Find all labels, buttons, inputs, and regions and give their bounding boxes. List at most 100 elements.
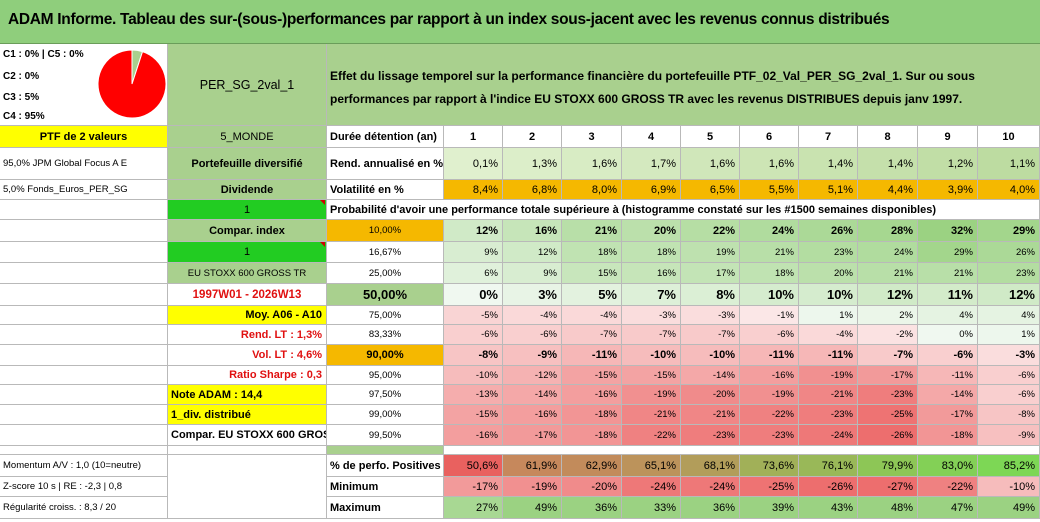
maximum-value: 36% — [562, 497, 622, 519]
spacer-cell — [444, 446, 1040, 455]
probability-value: 23% — [978, 263, 1040, 284]
probability-value: -9% — [978, 425, 1040, 446]
minimum-value: -26% — [799, 477, 858, 497]
pie-legend-line: C4 : 95% — [3, 111, 45, 122]
empty-cell — [0, 366, 168, 385]
probability-value: -10% — [681, 345, 740, 366]
probability-value: 21% — [562, 220, 622, 242]
period-cell: 1997W01 - 2026W13 — [168, 284, 327, 306]
probability-value: -6% — [918, 345, 978, 366]
probability-value: 12% — [503, 242, 562, 263]
probability-value: -26% — [858, 425, 918, 446]
volatility-value: 6,5% — [681, 180, 740, 200]
probability-value: 18% — [622, 242, 681, 263]
maximum-value: 39% — [740, 497, 799, 519]
empty-cell — [0, 345, 168, 366]
probability-value: -21% — [799, 385, 858, 405]
probability-value: 1% — [799, 306, 858, 325]
rend-value: 0,1% — [444, 148, 503, 180]
duration-header: 5 — [681, 126, 740, 148]
probability-value: -8% — [978, 405, 1040, 425]
positives-value: 68,1% — [681, 455, 740, 477]
pie-legend-line: C3 : 5% — [3, 92, 40, 103]
index-count-cell-2: 1 — [168, 242, 327, 263]
probability-caption: Probabilité d'avoir une performance tota… — [327, 200, 1040, 220]
maximum-value: 33% — [622, 497, 681, 519]
minimum-value: -27% — [858, 477, 918, 497]
empty-cell — [0, 200, 168, 220]
pie-slice — [98, 49, 166, 119]
maximum-value: 48% — [858, 497, 918, 519]
probability-value: -16% — [503, 405, 562, 425]
empty-cell — [0, 263, 168, 284]
probability-value: 15% — [562, 263, 622, 284]
rend-value: 1,6% — [562, 148, 622, 180]
comment-marker — [320, 200, 325, 205]
probability-value: 0% — [444, 284, 503, 306]
probability-value: 20% — [799, 263, 858, 284]
probability-value: -19% — [799, 366, 858, 385]
probability-value: 12% — [978, 284, 1040, 306]
probability-value: -16% — [562, 385, 622, 405]
probability-value: 24% — [858, 242, 918, 263]
index-name-cell: EU STOXX 600 GROSS TR — [168, 263, 327, 284]
probability-value: -18% — [918, 425, 978, 446]
probability-value: -3% — [622, 306, 681, 325]
index-count-cell: 1 — [168, 200, 327, 220]
empty-cell — [0, 325, 168, 345]
empty-cell — [0, 242, 168, 263]
duration-header: 4 — [622, 126, 681, 148]
probability-value: -23% — [740, 425, 799, 446]
probability-value: 29% — [978, 220, 1040, 242]
probability-value: -16% — [740, 366, 799, 385]
probability-value: -17% — [918, 405, 978, 425]
duration-header: 10 — [978, 126, 1040, 148]
probability-threshold: 95,00% — [327, 366, 444, 385]
maximum-value: 49% — [978, 497, 1040, 519]
volatility-value: 3,9% — [918, 180, 978, 200]
regularity-cell: Régularité croiss. : 8,3 / 20 — [0, 497, 168, 519]
probability-value: -10% — [622, 345, 681, 366]
probability-value: -6% — [978, 385, 1040, 405]
probability-value: 16% — [622, 263, 681, 284]
portfolio-name-cell: PER_SG_2val_1 — [168, 44, 327, 126]
probability-value: -14% — [503, 385, 562, 405]
probability-value: 20% — [622, 220, 681, 242]
probability-value: 5% — [562, 284, 622, 306]
probability-threshold: 50,00% — [327, 284, 444, 306]
duration-header: 6 — [740, 126, 799, 148]
probability-value: -11% — [918, 366, 978, 385]
empty-cell — [0, 306, 168, 325]
probability-value: 23% — [799, 242, 858, 263]
probability-value: 28% — [858, 220, 918, 242]
rend-value: 1,4% — [858, 148, 918, 180]
probability-value: -4% — [562, 306, 622, 325]
duration-header: 9 — [918, 126, 978, 148]
probability-value: -11% — [562, 345, 622, 366]
probability-value: -14% — [681, 366, 740, 385]
probability-value: 2% — [858, 306, 918, 325]
probability-value: -14% — [918, 385, 978, 405]
portfolio-type-cell: Portefeuille diversifié — [168, 148, 327, 180]
probability-value: -23% — [681, 425, 740, 446]
probability-value: -8% — [444, 345, 503, 366]
probability-threshold: 25,00% — [327, 263, 444, 284]
probability-value: -7% — [622, 325, 681, 345]
probability-value: -6% — [740, 325, 799, 345]
rend-value: 1,7% — [622, 148, 681, 180]
positives-row-label: % de perfo. Positives — [327, 455, 444, 477]
volatility-value: 5,1% — [799, 180, 858, 200]
volatility-value: 6,8% — [503, 180, 562, 200]
probability-value: 26% — [978, 242, 1040, 263]
income-type-cell: Dividende — [168, 180, 327, 200]
pie-legend-line: C1 : 0% | C5 : 0% — [3, 49, 84, 60]
probability-value: -18% — [562, 425, 622, 446]
probability-value: -10% — [444, 366, 503, 385]
maximum-value: 27% — [444, 497, 503, 519]
probability-value: 17% — [681, 263, 740, 284]
minimum-row-label: Minimum — [327, 477, 444, 497]
minimum-value: -19% — [503, 477, 562, 497]
probability-value: -15% — [444, 405, 503, 425]
holding-2-cell: 5,0% Fonds_Euros_PER_SG — [0, 180, 168, 200]
probability-threshold: 90,00% — [327, 345, 444, 366]
